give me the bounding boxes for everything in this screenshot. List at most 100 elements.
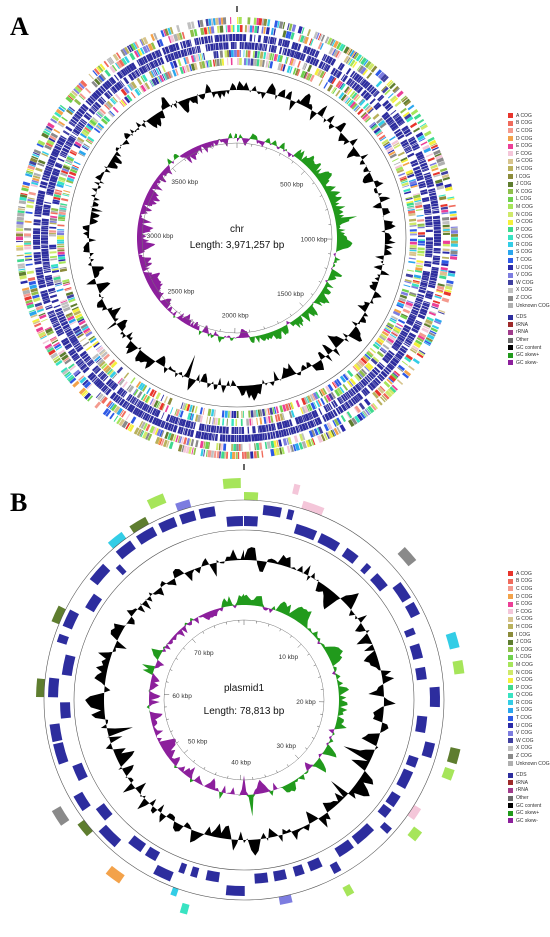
gene-block: [16, 221, 24, 225]
gene-block: [424, 216, 433, 220]
gene-block: [339, 386, 345, 394]
gene-block: [36, 274, 44, 279]
gene-block: [173, 52, 178, 60]
gene-block: [57, 313, 65, 319]
gene-block: [431, 306, 439, 310]
gene-block: [423, 263, 432, 268]
gene-block: [142, 36, 149, 45]
gene-block: [441, 209, 449, 213]
gene-block: [73, 310, 81, 316]
gene-block: [286, 419, 291, 428]
gene-block: [142, 74, 148, 82]
gene-block: [439, 271, 448, 277]
gene-block: [402, 144, 410, 149]
scale-major-tick: [184, 749, 189, 754]
gene-block: [411, 142, 418, 147]
scale-tick-label: 40 kbp: [231, 759, 251, 766]
gene-block: [81, 103, 89, 111]
gene-block: [254, 58, 258, 67]
gene-block: [141, 403, 147, 410]
gene-block: [38, 159, 46, 165]
scale-minor-tick: [183, 647, 186, 650]
gene-block: [276, 439, 279, 448]
gene-block: [429, 310, 437, 315]
gene-block: [392, 112, 400, 119]
gene-block: [396, 304, 404, 309]
gene-block: [46, 345, 53, 351]
gene-block: [409, 241, 417, 245]
gene-block: [226, 58, 229, 66]
gene-block: [147, 53, 154, 61]
gene-block: [88, 361, 95, 367]
gene-block: [435, 182, 444, 187]
gene-block: [302, 45, 306, 53]
gene-block: [401, 360, 409, 366]
legend-label: B COG: [516, 120, 533, 127]
gene-block: [335, 50, 340, 58]
cog-block: [222, 478, 241, 489]
gene-block: [66, 177, 75, 182]
gene-block: [441, 256, 450, 260]
gene-block: [49, 226, 57, 229]
gene-block: [60, 152, 67, 157]
gene-block: [120, 49, 126, 57]
gene-block: [403, 342, 410, 348]
gene-block: [401, 96, 409, 103]
gene-block: [355, 362, 363, 369]
legend-item: K COG: [508, 646, 550, 654]
legend-swatch: [508, 571, 513, 577]
gene-block: [396, 301, 405, 307]
gene-block: [54, 307, 63, 313]
scale-minor-tick: [264, 774, 266, 778]
gene-block: [261, 26, 264, 34]
gene-block: [421, 276, 429, 280]
gene-block: [254, 443, 256, 451]
gene-block: [73, 791, 91, 812]
gene-block: [140, 38, 146, 46]
gene-block: [413, 194, 421, 199]
gene-block: [65, 96, 73, 104]
gene-block: [36, 308, 45, 313]
gene-block: [247, 434, 252, 442]
gene-block: [117, 397, 123, 404]
gene-block: [371, 380, 378, 387]
gene-block: [47, 311, 55, 315]
legend-label: H COG: [516, 623, 533, 630]
gene-block: [405, 197, 413, 201]
gene-block: [415, 131, 424, 139]
gene-block: [431, 206, 439, 210]
legend-item: M COG: [508, 203, 550, 211]
gene-block: [406, 200, 414, 204]
gene-block: [36, 272, 44, 276]
gene-block: [44, 343, 53, 350]
cog-block: [170, 887, 179, 897]
gene-block: [203, 36, 209, 44]
scale-minor-tick: [318, 280, 322, 283]
legend-swatch: [508, 360, 513, 366]
gene-block: [387, 80, 394, 88]
legend-label: S COG: [516, 707, 533, 714]
gene-block: [81, 389, 88, 397]
gene-block: [43, 265, 51, 268]
gene-block: [96, 66, 102, 74]
gene-block: [211, 18, 214, 26]
gene-block: [120, 88, 128, 96]
gene-block: [370, 573, 388, 592]
gene-block: [49, 230, 57, 233]
scale-major-tick: [297, 643, 302, 648]
gene-block: [432, 261, 440, 265]
gene-block: [41, 256, 50, 259]
gene-block: [389, 318, 397, 324]
legend-swatch: [508, 249, 513, 255]
legend-item: T COG: [508, 256, 550, 264]
gene-block: [384, 354, 392, 361]
gene-block: [76, 331, 83, 337]
gene-block: [366, 351, 373, 358]
gene-block: [144, 82, 151, 90]
gene-block: [16, 240, 24, 243]
gene-block: [307, 412, 312, 420]
gene-block: [60, 301, 69, 306]
gene-block: [128, 44, 134, 52]
gene-block: [33, 239, 41, 242]
gene-block: [213, 425, 217, 433]
